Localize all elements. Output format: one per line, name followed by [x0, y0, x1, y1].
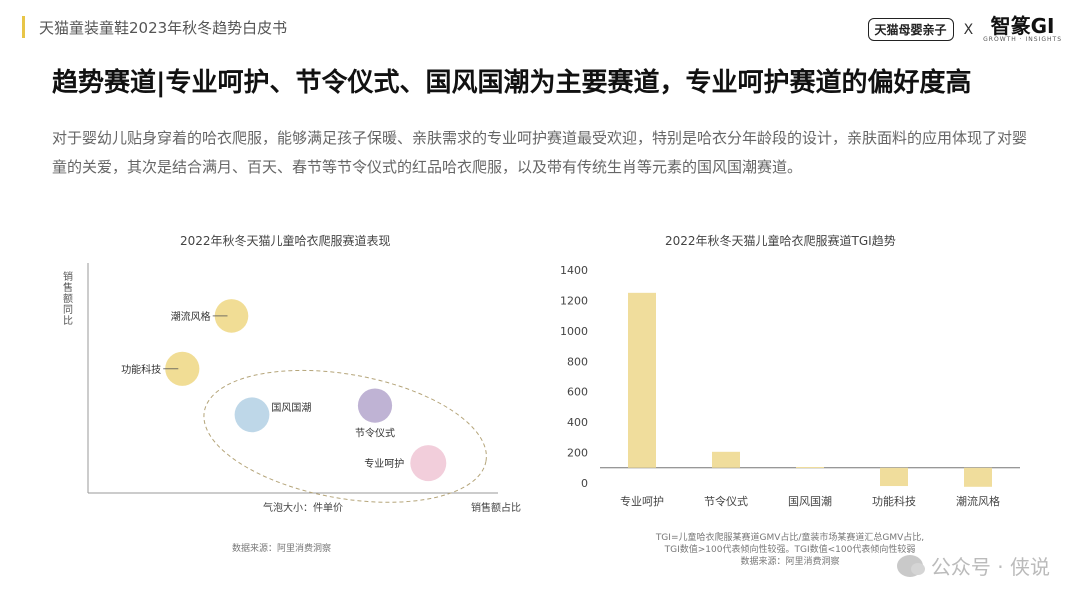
bar-x-label-3: 国风国潮 — [788, 494, 832, 508]
bar-x-label-5: 潮流风格 — [956, 494, 1000, 508]
bar-y-tick-0: 0 — [581, 477, 588, 490]
bubble-2 — [165, 351, 200, 386]
bubble-5 — [410, 445, 447, 482]
bar-y-tick-3: 600 — [567, 386, 588, 399]
partner-logos: 天猫母婴亲子 X 智篆GI GROWTH · INSIGHTS — [867, 16, 1062, 43]
watermark-text: 公众号 · 侠说 — [930, 555, 1050, 579]
page-description: 对于婴幼儿贴身穿着的哈衣爬服，能够满足孩子保暖、亲肤需求的专业呵护赛道最受欢迎，… — [52, 129, 1028, 176]
bubble-label-3: 国风国潮 — [271, 401, 311, 414]
core-tracks-ellipse — [203, 369, 487, 503]
bar-1 — [628, 292, 656, 468]
bar-y-tick-5: 1000 — [560, 325, 588, 338]
bar-chart-source: 数据来源：阿里消费洞察 — [740, 557, 840, 567]
bubble-1 — [214, 299, 249, 333]
gi-logo-subtext: GROWTH · INSIGHTS — [983, 36, 1062, 43]
bar-chart-note-2: TGI数值>100代表倾向性较强。TGI数值<100代表倾向性较弱 — [664, 545, 916, 555]
bar-2 — [712, 451, 740, 468]
bar-x-label-4: 功能科技 — [872, 494, 916, 508]
report-header: 天猫童装童鞋2023年秋冬趋势白皮书 — [22, 14, 287, 40]
tmall-logo: 天猫母婴亲子 — [867, 18, 954, 41]
bubble-label-1: 潮流风格 — [171, 310, 211, 323]
page-title: 趋势赛道|专业呵护、节令仪式、国风国潮为主要赛道，专业呵护赛道的偏好度高 — [52, 68, 972, 98]
bar-y-tick-4: 800 — [567, 355, 588, 368]
watermark: 公众号 · 侠说 — [896, 551, 1050, 580]
bubble-label-5: 专业呵护 — [364, 457, 404, 470]
wechat-icon — [896, 554, 925, 577]
bubble-y-label: 销售额同比 — [61, 270, 73, 326]
bar-5 — [964, 467, 992, 487]
bar-y-tick-7: 1400 — [560, 264, 588, 277]
bar-chart-notes: TGI=儿童哈衣爬服某赛道GMV占比/童装市场某赛道汇总GMV占比, TGI数值… — [620, 532, 960, 568]
gi-logo: 智篆GI GROWTH · INSIGHTS — [983, 16, 1062, 43]
bar-3 — [796, 467, 824, 469]
bar-chart-title: 2022年秋冬天猫儿童哈衣爬服赛道TGI趋势 — [665, 234, 896, 248]
bubble-chart-source: 数据来源：阿里消费洞察 — [232, 544, 332, 554]
logo-separator: X — [963, 21, 974, 38]
bubble-4 — [357, 388, 393, 423]
accent-bar — [22, 16, 25, 38]
report-title: 天猫童装童鞋2023年秋冬趋势白皮书 — [39, 18, 288, 37]
bubble-label-2: 功能科技 — [121, 363, 161, 376]
bar-4 — [880, 467, 908, 487]
bar-y-tick-2: 400 — [567, 416, 588, 429]
bubble-chart-title: 2022年秋冬天猫儿童哈衣爬服赛道表现 — [180, 234, 391, 248]
bubble-x-label: 销售额占比 — [471, 501, 521, 514]
bubble-3 — [234, 397, 270, 433]
gi-logo-text: 智篆GI — [990, 14, 1055, 38]
bubble-label-4: 节令仪式 — [355, 427, 395, 440]
bar-y-tick-1: 200 — [567, 447, 588, 460]
bar-y-tick-6: 1200 — [560, 294, 588, 307]
bar-x-label-2: 节令仪式 — [704, 494, 748, 508]
bubble-size-label: 气泡大小：件单价 — [263, 501, 343, 514]
bar-x-label-1: 专业呵护 — [620, 494, 664, 508]
bar-chart-note-1: TGI=儿童哈衣爬服某赛道GMV占比/童装市场某赛道汇总GMV占比, — [655, 533, 925, 543]
bar-chart: 0 200 400 600 800 1000 1200 1400 专业呵护 节令仪式 国风国潮 功能科… — [560, 264, 1020, 508]
